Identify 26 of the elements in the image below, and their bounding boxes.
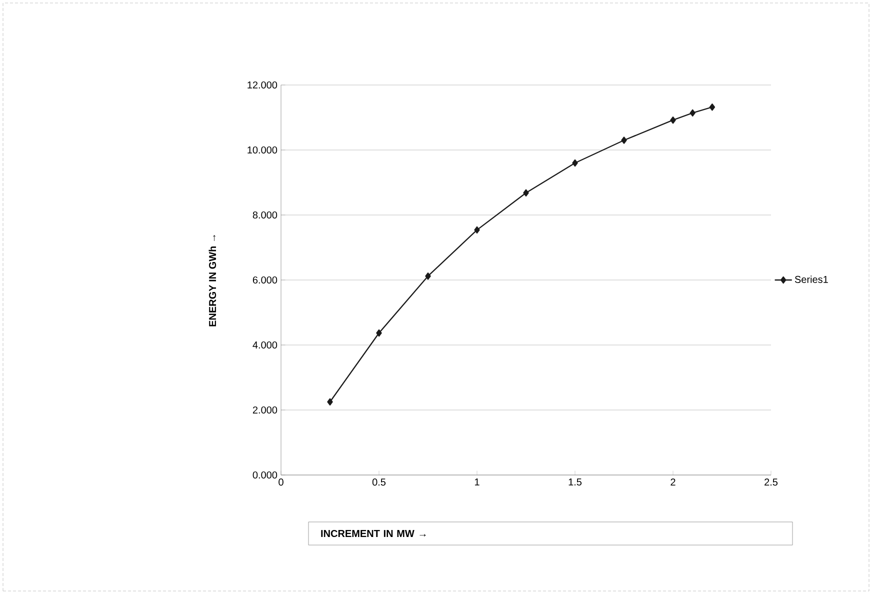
y-tick-label: 6.000 — [252, 276, 278, 284]
x-tick-label: 1 — [474, 478, 480, 486]
point — [376, 329, 382, 337]
x-tick-label: 2 — [670, 478, 676, 486]
point — [690, 109, 696, 117]
legend-label: Series1 — [794, 276, 828, 283]
point — [709, 103, 716, 111]
point — [327, 398, 333, 406]
y-tick-label: 2.000 — [252, 406, 278, 414]
point — [474, 226, 480, 234]
y-tick-label: 0.000 — [252, 471, 278, 479]
x-tick-label: 0.5 — [372, 478, 386, 486]
point — [572, 159, 578, 167]
y-tick-label: 8.000 — [252, 211, 278, 219]
y-tick-label: 12.000 — [248, 81, 278, 89]
y-tick-label: 10.000 — [248, 146, 278, 154]
y-axis-title: ENERGY IN GWh → — [208, 235, 216, 326]
y-tick-label: 4.000 — [252, 341, 278, 349]
point — [425, 272, 431, 280]
point — [670, 116, 676, 124]
x-tick-label: 1.5 — [568, 478, 582, 486]
x-tick-label: 0 — [278, 478, 284, 486]
point — [621, 136, 627, 144]
x-axis-title: INCREMENT IN MW → — [321, 530, 426, 538]
point — [523, 189, 529, 196]
x-tick-label: 2.5 — [764, 478, 778, 486]
